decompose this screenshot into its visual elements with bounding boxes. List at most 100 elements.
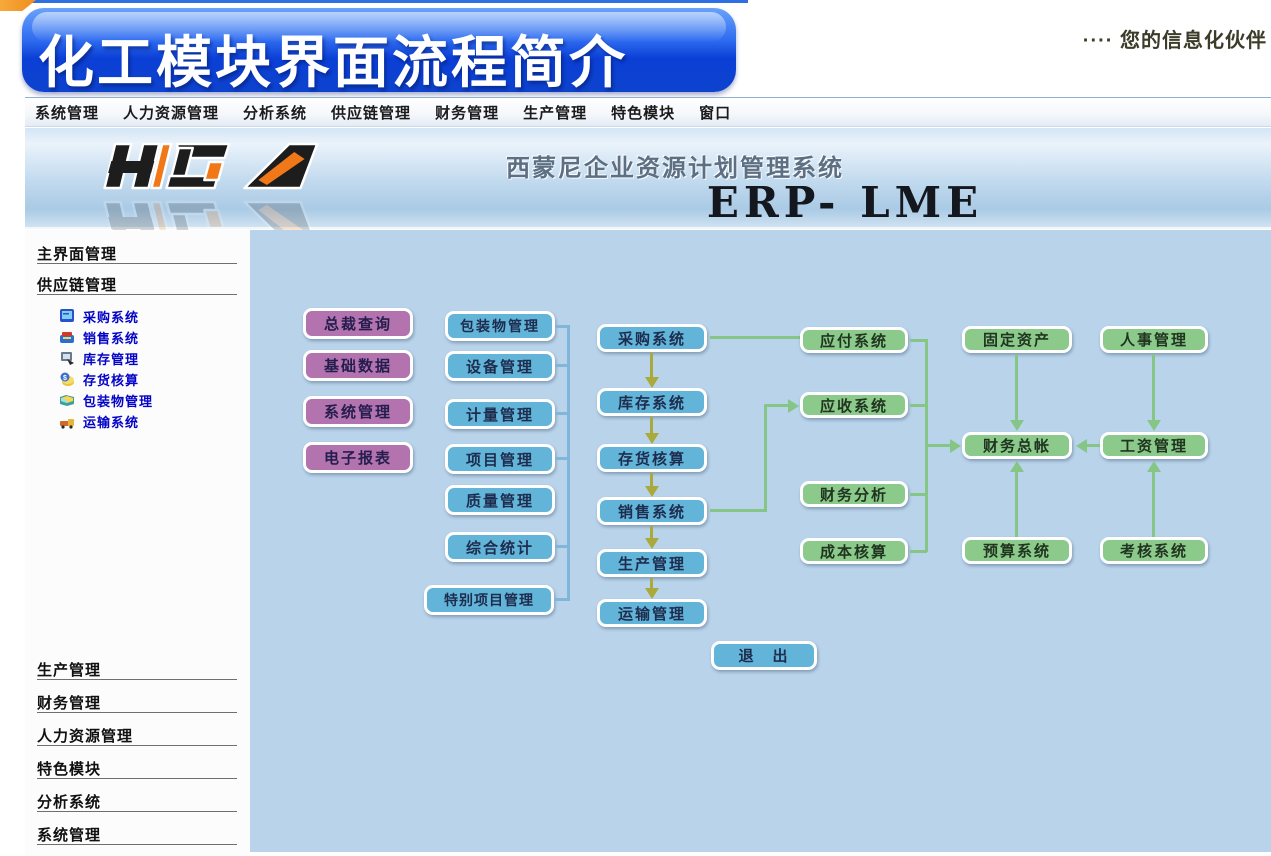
system-code: ERP- LME	[706, 178, 984, 227]
sidebar-item-label: 采购系统	[83, 309, 140, 325]
flow-node-general-stats[interactable]: 综合统计	[445, 532, 555, 562]
app-header: 西蒙尼企业资源计划管理系统 ERP- LME	[25, 128, 1271, 248]
finance-stub-analysis	[910, 493, 927, 496]
flow-node-system-admin[interactable]: 系统管理	[303, 396, 413, 427]
flow-node-general-ledger[interactable]: 财务总帐	[962, 432, 1072, 459]
flow-node-equipment-mgmt[interactable]: 设备管理	[445, 351, 555, 381]
arrow-budget-to-ledger-head	[1010, 461, 1024, 472]
arrow-stock-to-sales-head	[645, 486, 659, 497]
arrow-purchase-to-inventory-line	[650, 353, 653, 378]
sidebar-item-label: 存货核算	[83, 372, 140, 388]
flow-node-finance-analysis[interactable]: 财务分析	[800, 481, 908, 507]
sidebar-item-label: 库存管理	[83, 351, 140, 367]
sidebar-item-packaging[interactable]: 包装物管理	[59, 390, 244, 410]
exit-button[interactable]: 退 出	[711, 641, 817, 670]
hga-logo	[85, 136, 345, 248]
salary-to-ledger-line	[1087, 444, 1100, 447]
arrow-personnel-to-salary-head	[1147, 420, 1161, 431]
transport-icon	[60, 419, 74, 429]
flow-node-executive-query[interactable]: 总裁查询	[303, 308, 413, 339]
arrow-sales-to-production-line	[650, 526, 653, 539]
menu-item-hr[interactable]: 人力资源管理	[123, 104, 220, 122]
flow-node-e-report[interactable]: 电子报表	[303, 442, 413, 473]
sidebar-item-label: 包装物管理	[83, 393, 154, 409]
arrow-stock-to-sales-line	[650, 473, 653, 487]
flow-node-transport-mgmt[interactable]: 运输管理	[597, 599, 707, 627]
flow-node-budget-system[interactable]: 预算系统	[962, 537, 1072, 564]
support-stub-packaging	[555, 325, 569, 328]
arrow-sales-to-production-head	[645, 538, 659, 549]
arrow-inventory-to-stock-line	[650, 417, 653, 434]
flow-node-metering-mgmt[interactable]: 计量管理	[445, 399, 555, 429]
arrow-production-to-transport-head	[645, 588, 659, 599]
corner-accent	[0, 0, 36, 11]
flow-node-purchase-system[interactable]: 采购系统	[597, 324, 707, 352]
arrow-production-to-transport-line	[650, 578, 653, 589]
sidebar-section-special[interactable]: 特色模块	[37, 758, 237, 779]
menu-item-analysis[interactable]: 分析系统	[243, 104, 308, 122]
flow-node-fixed-assets[interactable]: 固定资产	[962, 326, 1072, 353]
menu-item-finance[interactable]: 财务管理	[435, 104, 500, 122]
sidebar-section-finance[interactable]: 财务管理	[37, 692, 237, 713]
menu-item-special[interactable]: 特色模块	[611, 104, 676, 122]
arrow-finance-to-ledger-head	[950, 439, 961, 453]
flow-node-stock-accounting[interactable]: 存货核算	[597, 444, 707, 472]
finance-to-ledger-line	[925, 444, 951, 447]
sidebar-section-main-ui[interactable]: 主界面管理	[37, 243, 237, 264]
support-stub-equipment	[555, 364, 569, 367]
sidebar-item-label: 运输系统	[83, 414, 140, 430]
arrow-inventory-to-stock-head	[645, 433, 659, 444]
flow-node-assessment-system[interactable]: 考核系统	[1100, 537, 1208, 564]
support-bus-line	[567, 325, 570, 601]
sidebar-item-sales[interactable]: 销售系统	[59, 327, 244, 347]
arrow-assets-to-ledger-head	[1010, 420, 1024, 431]
flow-node-cost-accounting[interactable]: 成本核算	[800, 538, 908, 564]
menu-bar: 系统管理 人力资源管理 分析系统 供应链管理 财务管理 生产管理 特色模块 窗口	[25, 97, 1271, 127]
partner-tagline: ···· 您的信息化伙伴	[1082, 30, 1267, 52]
flow-node-payable-system[interactable]: 应付系统	[800, 327, 908, 353]
flow-node-inventory-system[interactable]: 库存系统	[597, 388, 707, 416]
finance-stub-payable	[910, 339, 927, 342]
sidebar-section-hr[interactable]: 人力资源管理	[37, 725, 237, 746]
stock-accounting-icon: $	[60, 372, 74, 386]
sidebar-item-transport[interactable]: 运输系统	[59, 411, 244, 431]
flow-node-quality-mgmt[interactable]: 质量管理	[445, 485, 555, 515]
flow-node-base-data[interactable]: 基础数据	[303, 350, 413, 381]
sidebar-item-stock-accounting[interactable]: $ 存货核算	[59, 369, 244, 389]
svg-text:$: $	[63, 375, 67, 382]
sidebar-item-purchase[interactable]: 采购系统	[59, 306, 244, 326]
flow-node-special-project-mgmt[interactable]: 特别项目管理	[424, 585, 554, 615]
menu-item-supply-chain[interactable]: 供应链管理	[331, 104, 412, 122]
menu-item-window[interactable]: 窗口	[699, 104, 732, 122]
sidebar-item-inventory[interactable]: 库存管理	[59, 348, 244, 368]
support-stub-project	[555, 457, 569, 460]
support-stub-stats	[555, 545, 569, 548]
link-sales-out-line	[710, 509, 767, 512]
flow-node-personnel-mgmt[interactable]: 人事管理	[1100, 326, 1208, 353]
flow-node-packaging-mgmt[interactable]: 包装物管理	[445, 311, 555, 341]
sidebar-section-supply-chain[interactable]: 供应链管理	[37, 274, 237, 295]
arrow-purchase-to-inventory-head	[645, 377, 659, 388]
sidebar-section-system[interactable]: 系统管理	[37, 824, 237, 845]
flow-node-project-mgmt[interactable]: 项目管理	[445, 444, 555, 474]
link-sales-up-line	[764, 404, 767, 512]
arrow-assessment-to-salary-head	[1147, 461, 1161, 472]
finance-stub-cost	[910, 550, 927, 553]
sidebar-section-production[interactable]: 生产管理	[37, 659, 237, 680]
flow-node-sales-system[interactable]: 销售系统	[597, 497, 707, 525]
sidebar-nav: 主界面管理 供应链管理 采购系统 销售系统 库存管理 $ 存货核算 包装物管理 …	[25, 230, 250, 856]
menu-item-production[interactable]: 生产管理	[523, 104, 588, 122]
menu-item-system[interactable]: 系统管理	[35, 104, 100, 122]
arrow-salary-to-ledger-head	[1076, 439, 1087, 453]
arrow-personnel-to-salary-line	[1152, 354, 1155, 422]
title-banner: 化工模块界面流程简介	[22, 8, 736, 96]
sales-icon	[60, 332, 74, 343]
flow-node-production-mgmt[interactable]: 生产管理	[597, 549, 707, 577]
flow-node-receivable-system[interactable]: 应收系统	[800, 392, 908, 418]
page-title: 化工模块界面流程简介	[38, 30, 628, 96]
flow-node-salary-mgmt[interactable]: 工资管理	[1100, 432, 1208, 459]
link-sales-to-receivable-line	[764, 404, 788, 407]
sidebar-section-analysis[interactable]: 分析系统	[37, 791, 237, 812]
system-name: 西蒙尼企业资源计划管理系统	[506, 155, 844, 182]
